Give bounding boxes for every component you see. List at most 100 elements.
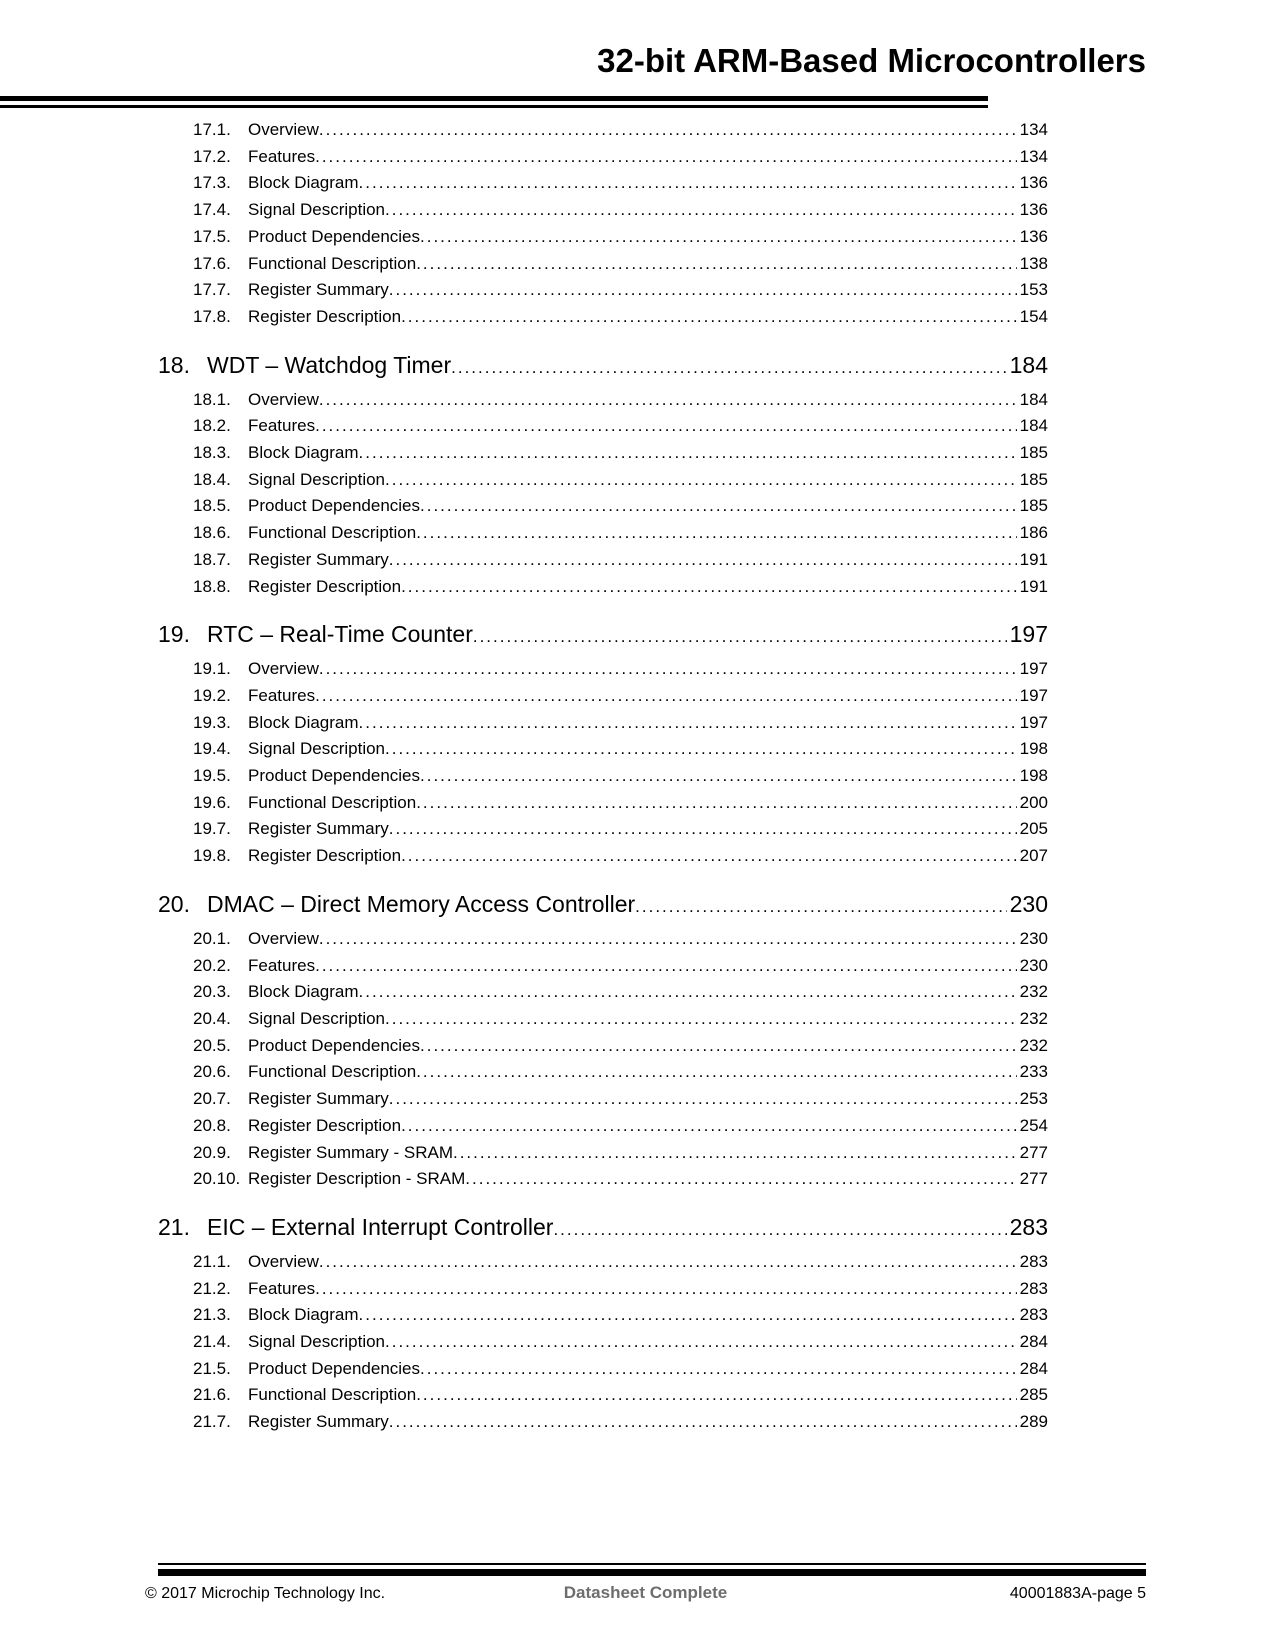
toc-entry-link[interactable]: 18.7. Register Summary...................… bbox=[158, 547, 1048, 574]
dot-leader: ........................................… bbox=[401, 1115, 1017, 1135]
toc-entry-link[interactable]: 19.2. Features...........................… bbox=[158, 683, 1048, 710]
entry-number: 17.1. bbox=[193, 120, 231, 139]
toc-entry-link[interactable]: 21.3. Block Diagram......................… bbox=[158, 1302, 1048, 1329]
toc-entry-link[interactable]: 21.7. Register Summary...................… bbox=[158, 1409, 1048, 1436]
entry-number: 17.3. bbox=[193, 173, 231, 193]
toc-entry-link[interactable]: 18.1. Overview...........................… bbox=[158, 387, 1048, 414]
toc-chapter-link[interactable]: 21. EIC – External Interrupt Controller..… bbox=[158, 1211, 1048, 1246]
toc-entry-link[interactable]: 21.6. Functional Description.............… bbox=[158, 1382, 1048, 1409]
dot-leader: ........................................… bbox=[451, 357, 1007, 377]
entry-page-number: 277 bbox=[1019, 1169, 1048, 1189]
toc-entry-link[interactable]: 20.6. Functional Description.............… bbox=[158, 1059, 1048, 1086]
toc-entry-link[interactable]: 17.5. Product Dependencies...............… bbox=[158, 224, 1048, 251]
entry-label: Product Dependencies bbox=[248, 226, 421, 246]
toc-entry-link[interactable]: 17.7. Register Summary...................… bbox=[158, 277, 1048, 304]
entry-number: 21.3. bbox=[193, 1305, 231, 1325]
entry-page-number: 285 bbox=[1019, 1385, 1048, 1405]
chapter-number: 20. bbox=[158, 890, 190, 917]
entry-page-number: 283 bbox=[1019, 1251, 1048, 1271]
toc-entry-link[interactable]: 18.8. Register Description...............… bbox=[158, 574, 1048, 601]
toc-entry-link[interactable]: 20.4. Signal Description.................… bbox=[158, 1006, 1048, 1033]
toc-entry-link[interactable]: 18.5. Product Dependencies...............… bbox=[158, 493, 1048, 520]
toc-entry-link[interactable]: 20.7. Register Summary...................… bbox=[158, 1086, 1048, 1113]
toc-entry-link[interactable]: 20.10. Register Description - SRAM.......… bbox=[158, 1166, 1048, 1193]
entry-label: Overview bbox=[248, 928, 319, 948]
entry-number: 21.6. bbox=[193, 1385, 231, 1405]
dot-leader: ........................................… bbox=[315, 1278, 1017, 1298]
entry-label: Block Diagram bbox=[248, 173, 359, 193]
entry-label: Block Diagram bbox=[248, 1305, 359, 1325]
toc-entry-link[interactable]: 19.8. Register Description...............… bbox=[158, 843, 1048, 870]
toc-entry-link[interactable]: 20.3. Block Diagram......................… bbox=[158, 979, 1048, 1006]
entry-page-number: 136 bbox=[1019, 200, 1048, 220]
entry-page-number: 136 bbox=[1019, 226, 1048, 246]
entry-number: 18.8. bbox=[193, 576, 231, 596]
toc-entry-link[interactable]: 18.4. Signal Description.................… bbox=[158, 467, 1048, 494]
toc-entry-link[interactable]: 20.2. Features...........................… bbox=[158, 953, 1048, 980]
entry-page-number: 198 bbox=[1019, 739, 1048, 759]
table-of-contents: 17.1. Overview...........................… bbox=[158, 117, 1048, 1436]
entry-number: 18.6. bbox=[193, 523, 231, 543]
entry-page-number: 253 bbox=[1019, 1089, 1048, 1109]
entry-label: Features bbox=[248, 685, 316, 705]
toc-entry-link[interactable]: 20.5. Product Dependencies...............… bbox=[158, 1033, 1048, 1060]
toc-entry-link[interactable]: 19.7. Register Summary...................… bbox=[158, 816, 1048, 843]
toc-entry-link[interactable]: 19.6. Functional Description.............… bbox=[158, 790, 1048, 817]
toc-entry-link[interactable]: 21.4. Signal Description.................… bbox=[158, 1329, 1048, 1356]
toc-chapter-link[interactable]: 20. DMAC – Direct Memory Access Controlle… bbox=[158, 888, 1048, 923]
toc-section: 19. RTC – Real-Time Counter..............… bbox=[158, 618, 1048, 870]
toc-entry-link[interactable]: 17.3. Block Diagram......................… bbox=[158, 170, 1048, 197]
entry-page-number: 198 bbox=[1019, 766, 1048, 786]
toc-chapter-link[interactable]: 18. WDT – Watchdog Timer.................… bbox=[158, 349, 1048, 384]
dot-leader: ........................................… bbox=[385, 739, 1017, 759]
toc-entry-link[interactable]: 17.6. Functional Description.............… bbox=[158, 251, 1048, 278]
entry-page-number: 153 bbox=[1019, 280, 1048, 300]
toc-entry-link[interactable]: 17.4. Signal Description.................… bbox=[158, 197, 1048, 224]
toc-entry-link[interactable]: 20.1. Overview...........................… bbox=[158, 926, 1048, 953]
entry-page-number: 200 bbox=[1019, 792, 1048, 812]
toc-entry-link[interactable]: 18.6. Functional Description.............… bbox=[158, 520, 1048, 547]
entry-page-number: 197 bbox=[1019, 712, 1048, 732]
entry-page-number: 230 bbox=[1019, 955, 1048, 975]
toc-entry-link[interactable]: 21.2. Features...........................… bbox=[158, 1276, 1048, 1303]
footer-copyright: © 2017 Microchip Technology Inc. bbox=[145, 1585, 386, 1602]
toc-entry-link[interactable]: 17.2. Features...........................… bbox=[158, 144, 1048, 171]
entry-label: Overview bbox=[248, 1251, 319, 1271]
entry-label: Register Description - SRAM bbox=[248, 1169, 466, 1189]
toc-entry-link[interactable]: 18.2. Features...........................… bbox=[158, 413, 1048, 440]
entry-label: Features bbox=[248, 146, 316, 166]
entry-page-number: 134 bbox=[1019, 146, 1048, 166]
toc-entry-link[interactable]: 21.5. Product Dependencies...............… bbox=[158, 1356, 1048, 1383]
entry-page-number: 232 bbox=[1019, 1008, 1048, 1028]
toc-entry-link[interactable]: 18.3. Block Diagram......................… bbox=[158, 440, 1048, 467]
entry-page-number: 232 bbox=[1019, 1035, 1048, 1055]
toc-entry-link[interactable]: 17.8. Register Description...............… bbox=[158, 304, 1048, 331]
toc-entry-link[interactable]: 21.1. Overview...........................… bbox=[158, 1249, 1048, 1276]
entry-number: 18.3. bbox=[193, 443, 231, 463]
toc-entry-link[interactable]: 19.1. Overview...........................… bbox=[158, 656, 1048, 683]
entry-label: Functional Description bbox=[248, 1385, 417, 1405]
entry-label: Features bbox=[248, 416, 316, 436]
entry-page-number: 186 bbox=[1019, 523, 1048, 543]
dot-leader: ........................................… bbox=[358, 982, 1017, 1002]
toc-chapter-link[interactable]: 19. RTC – Real-Time Counter..............… bbox=[158, 618, 1048, 653]
entry-page-number: 283 bbox=[1019, 1278, 1048, 1298]
dot-leader: ........................................… bbox=[315, 416, 1017, 436]
page-footer: © 2017 Microchip Technology Inc. Datashe… bbox=[145, 1563, 1146, 1603]
entry-number: 17.2. bbox=[193, 146, 231, 166]
toc-entry-link[interactable]: 17.1. Overview...........................… bbox=[158, 117, 1048, 144]
dot-leader: ........................................… bbox=[416, 523, 1016, 543]
entry-label: Product Dependencies bbox=[248, 1358, 421, 1378]
entry-page-number: 184 bbox=[1019, 416, 1048, 436]
toc-entry-link[interactable]: 20.8. Register Description...............… bbox=[158, 1113, 1048, 1140]
toc-entry-link[interactable]: 19.3. Block Diagram......................… bbox=[158, 710, 1048, 737]
toc-entry-link[interactable]: 20.9. Register Summary - SRAM............… bbox=[158, 1140, 1048, 1167]
toc-entry-link[interactable]: 19.5. Product Dependencies...............… bbox=[158, 763, 1048, 790]
chapter-number: 19. bbox=[158, 621, 190, 648]
entry-label: Features bbox=[248, 955, 316, 975]
toc-entry-link[interactable]: 19.4. Signal Description.................… bbox=[158, 736, 1048, 763]
dot-leader: ........................................… bbox=[416, 792, 1016, 812]
entry-label: Functional Description bbox=[248, 253, 417, 273]
entry-page-number: 254 bbox=[1019, 1115, 1048, 1135]
entry-label: Overview bbox=[248, 659, 319, 679]
